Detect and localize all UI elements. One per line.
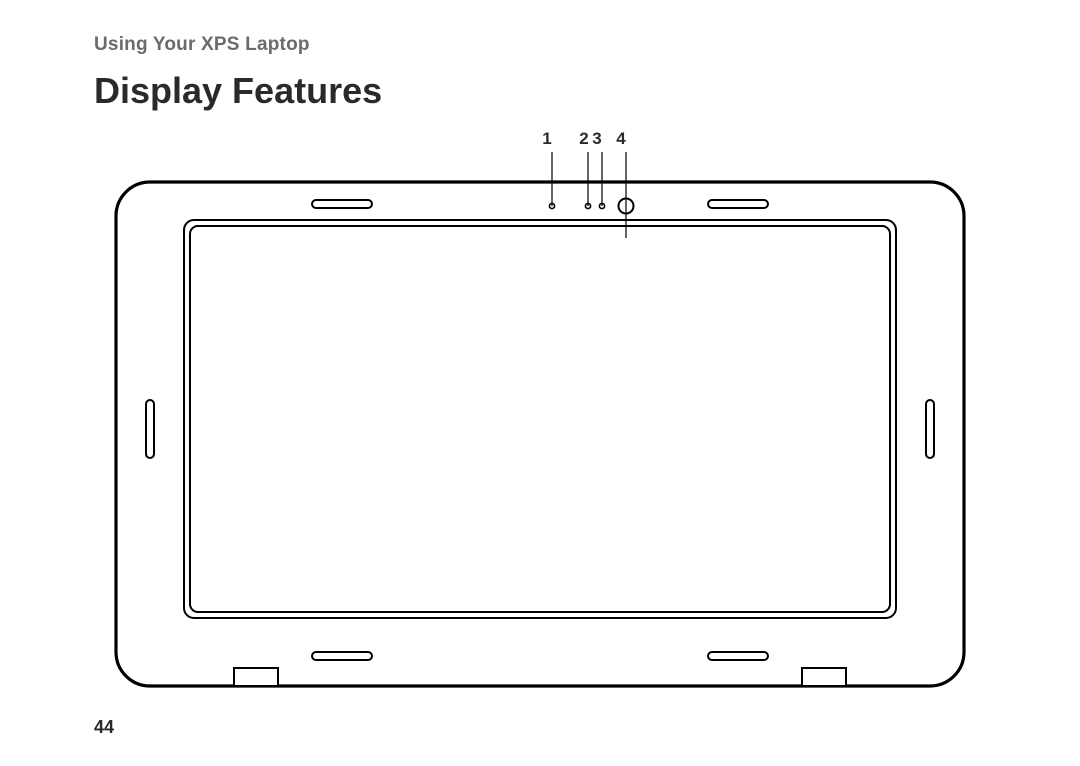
bottom-slot-0 — [312, 652, 372, 660]
hinge-block-1 — [802, 668, 846, 686]
manual-page: Using Your XPS Laptop Display Features 1… — [0, 0, 1080, 766]
callout-label-1: 1 — [542, 129, 551, 148]
top-slot-1 — [708, 200, 768, 208]
callout-label-3: 3 — [592, 129, 601, 148]
page-number: 44 — [94, 717, 114, 738]
side-slot-1 — [926, 400, 934, 458]
display-diagram: 1 234 — [94, 128, 986, 708]
hinge-block-0 — [234, 668, 278, 686]
side-slot-0 — [146, 400, 154, 458]
top-slot-0 — [312, 200, 372, 208]
callout-label-2: 2 — [579, 129, 588, 148]
bezel-outer — [116, 182, 964, 686]
bottom-slot-1 — [708, 652, 768, 660]
callout-label-4: 4 — [616, 129, 626, 148]
section-header: Using Your XPS Laptop — [94, 34, 310, 56]
page-title: Display Features — [94, 70, 382, 112]
